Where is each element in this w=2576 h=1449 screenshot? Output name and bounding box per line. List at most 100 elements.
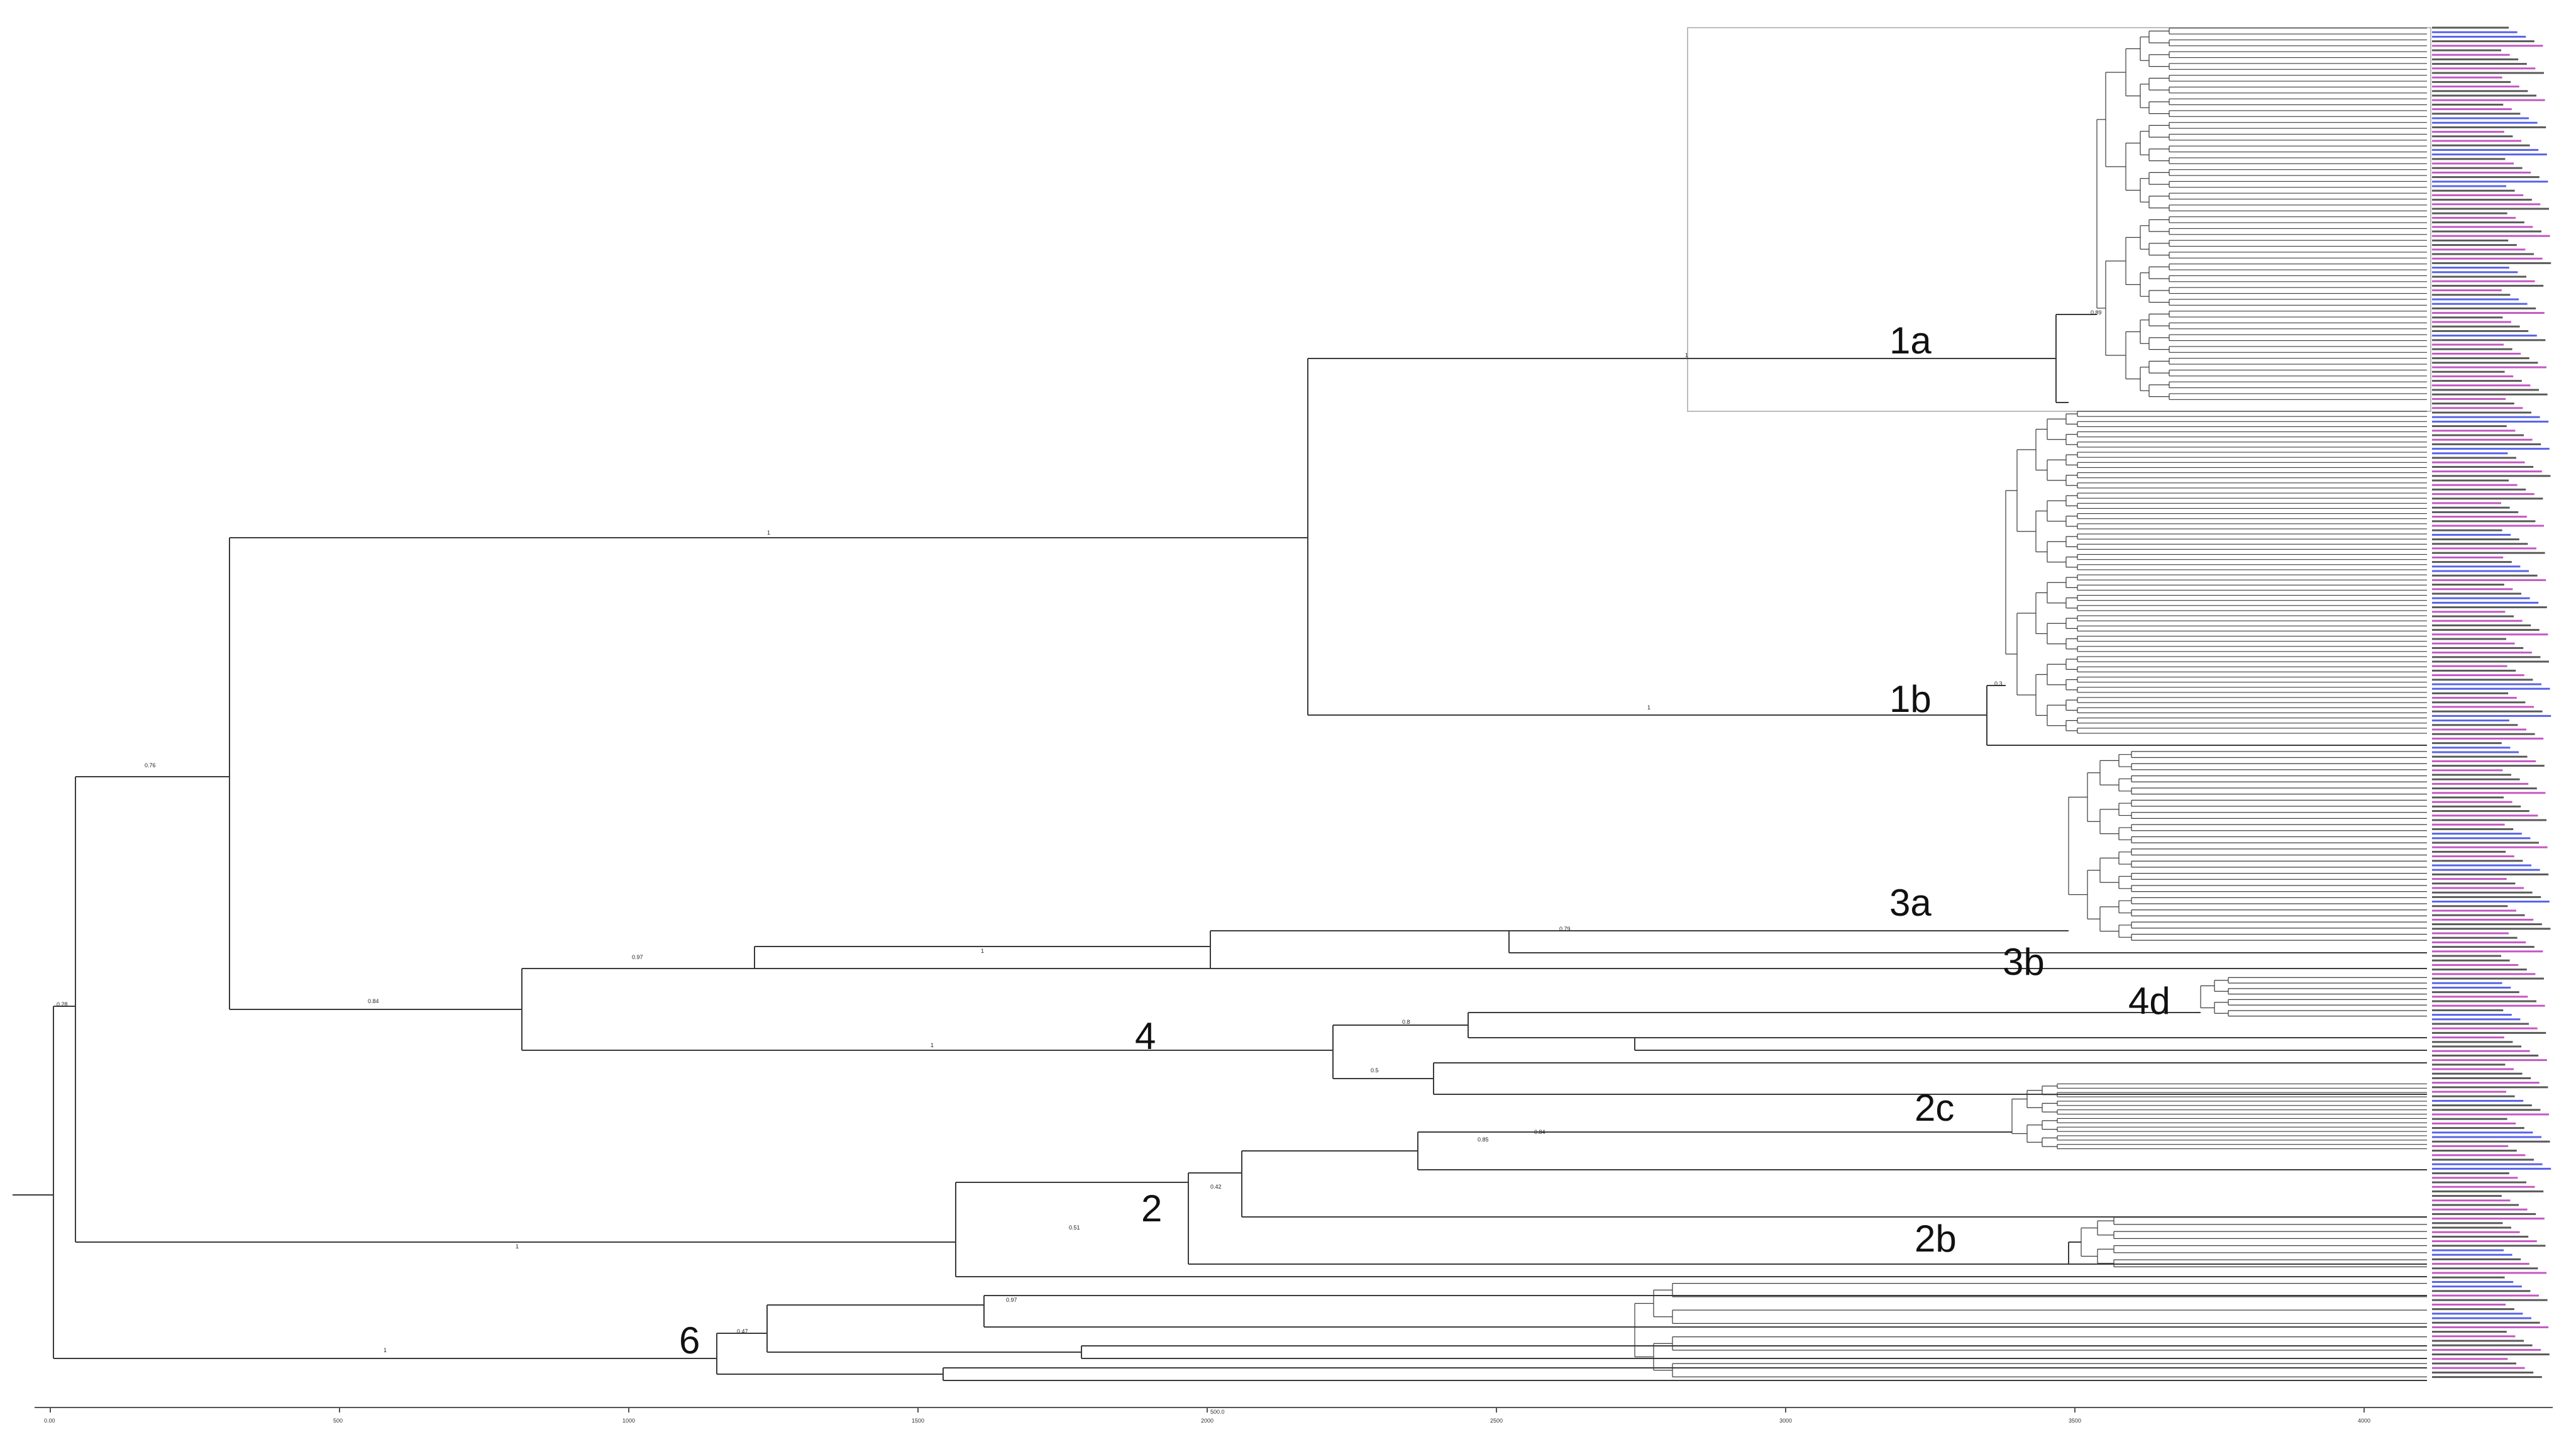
axis-tick-label: 500 <box>333 1418 343 1424</box>
tip-label <box>2432 747 2511 749</box>
tip-label <box>2432 615 2514 618</box>
tip-label <box>2432 1249 2504 1252</box>
tip-label <box>2432 352 2521 355</box>
tip-label <box>2432 792 2546 794</box>
tip-label <box>2432 1358 2508 1360</box>
tip-label <box>2432 230 2541 233</box>
tip-label <box>2432 131 2504 133</box>
tip-label <box>2432 226 2533 228</box>
tip-label <box>2432 140 2521 142</box>
tip-label <box>2432 185 2506 187</box>
tip-label <box>2432 121 2538 124</box>
tip-label <box>2432 796 2504 799</box>
tip-label <box>2432 1340 2524 1342</box>
tip-label <box>2432 1272 2546 1274</box>
tip-label <box>2432 307 2536 309</box>
tip-label <box>2432 1167 2551 1170</box>
clade-label-1b: 1b <box>1889 678 1932 720</box>
tip-label <box>2432 362 2538 364</box>
tip-label <box>2432 176 2540 179</box>
tip-label <box>2432 1036 2504 1039</box>
tip-label <box>2432 502 2501 504</box>
clade-label-2c: 2c <box>1915 1087 1954 1129</box>
tip-label <box>2432 420 2549 423</box>
tip-label <box>2432 1213 2536 1215</box>
tip-label <box>2432 1041 2513 1043</box>
tip-label <box>2432 706 2534 708</box>
tip-label <box>2432 905 2508 908</box>
tip-label <box>2432 434 2524 436</box>
support-values: 0.28 0.76 1 1 0.89 1 0.3 0.84 0.97 1 0.7… <box>57 309 2102 1353</box>
tip-label <box>2432 26 2509 29</box>
axis-tick-label: 1000 <box>622 1418 635 1424</box>
tip-label <box>2432 158 2506 160</box>
tip-label <box>2432 1177 2518 1179</box>
tip-label <box>2432 1222 2503 1224</box>
tip-label <box>2432 108 2512 111</box>
tip-label <box>2432 1195 2502 1197</box>
tip-label <box>2432 584 2504 586</box>
tip-label <box>2432 103 2504 106</box>
tip-label <box>2432 153 2547 156</box>
tip-label <box>2432 1185 2535 1188</box>
tip-label <box>2432 1000 2536 1002</box>
tip-label <box>2432 113 2521 115</box>
tip-label <box>2432 533 2511 536</box>
tip-label <box>2432 35 2526 38</box>
tip-label <box>2432 833 2522 835</box>
tip-label <box>2432 928 2551 930</box>
support-upper: 0.76 <box>145 762 156 769</box>
tip-label <box>2432 275 2526 278</box>
axis-tick-label: 2500 <box>1490 1418 1503 1424</box>
tip-label <box>2432 1348 2541 1351</box>
tip-label <box>2432 714 2551 717</box>
tip-label <box>2432 335 2537 337</box>
tip-label <box>2432 53 2510 56</box>
tip-label <box>2432 189 2515 192</box>
tip-label <box>2432 171 2531 174</box>
tip-label <box>2432 443 2541 445</box>
tip-label <box>2432 484 2518 486</box>
tip-label <box>2432 1371 2534 1374</box>
tip-label <box>2432 506 2510 509</box>
tip-label <box>2432 896 2541 898</box>
support-6a: 0.47 <box>737 1328 748 1335</box>
tip-label <box>2432 1299 2548 1301</box>
tip-label <box>2432 887 2524 889</box>
tip-label <box>2432 547 2536 550</box>
tip-label <box>2432 565 2521 568</box>
tip-label <box>2432 633 2548 636</box>
tip-label <box>2432 465 2534 468</box>
tip-label <box>2432 321 2511 323</box>
tip-label <box>2432 493 2535 496</box>
tip-label <box>2432 814 2538 817</box>
support-1a: 1 <box>1685 352 1688 358</box>
axis-tick-label: 3500 <box>2069 1418 2081 1424</box>
tip-label <box>2432 665 2507 667</box>
tip-label <box>2432 936 2518 939</box>
tip-label <box>2432 497 2543 500</box>
support-4: 1 <box>931 1042 934 1048</box>
tip-label <box>2432 579 2546 581</box>
tip-label <box>2432 1263 2529 1265</box>
tree-branches <box>13 28 2427 1381</box>
tip-label <box>2432 1235 2529 1238</box>
tip-label <box>2432 1199 2511 1202</box>
tip-label <box>2432 588 2513 591</box>
tip-label <box>2432 751 2519 753</box>
tip-label <box>2432 126 2546 128</box>
tip-label <box>2432 543 2528 545</box>
tip-label <box>2432 370 2505 373</box>
support-6b: 0.97 <box>1006 1297 1017 1303</box>
tip-label <box>2432 1362 2516 1365</box>
tip-label <box>2432 574 2538 577</box>
tip-label <box>2432 1059 2547 1062</box>
tip-label <box>2432 90 2528 92</box>
tip-label <box>2432 611 2506 613</box>
tip-label <box>2432 1150 2517 1152</box>
tip-label <box>2432 1018 2521 1021</box>
tip-label <box>2432 1154 2526 1157</box>
tip-label <box>2432 873 2549 875</box>
tip-label <box>2432 624 2531 626</box>
tip-label <box>2432 1068 2514 1070</box>
